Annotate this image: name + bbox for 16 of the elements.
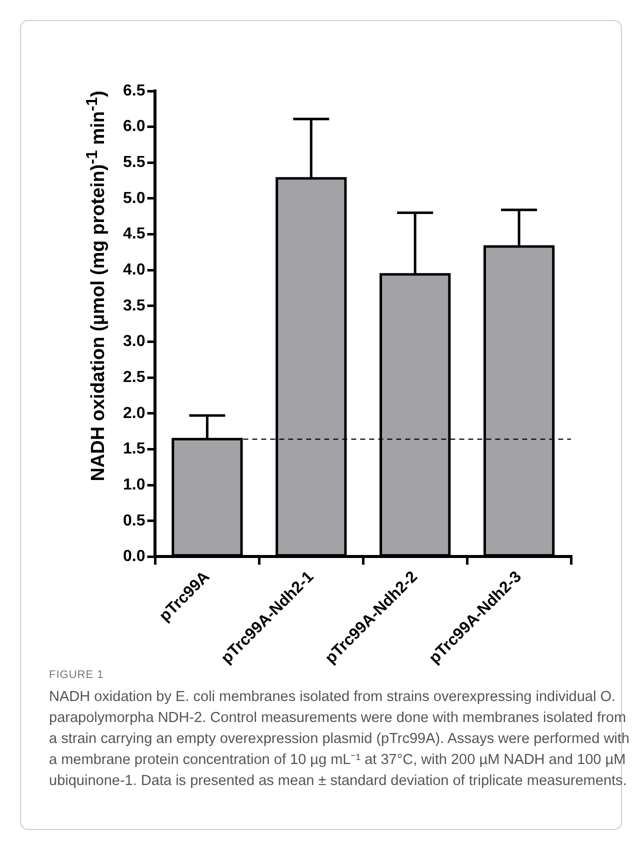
y-tick-label: 4.5 [122,226,146,243]
y-tick-label: 5.0 [122,190,146,207]
y-tick-label: 2.5 [122,368,146,386]
y-tick-label: 1.5 [122,440,146,458]
y-tick-label: 0.5 [122,512,146,530]
caption: FIGURE 1 [49,669,104,681]
y-tick-label: 2.0 [122,404,146,422]
y-tick-label: 5.5 [122,154,146,172]
y-tick-label: 6.5 [122,82,146,100]
y-tick-label: 4.0 [122,262,146,279]
y-tick-label: 3.0 [122,333,146,350]
text: NADH oxidation by E. coli membranes isolated from strains overexpressing individual O. parapolymorpha NDH-2. Control measurements were done with membranes isolated from a strain carrying an empty overexpression plasmid (pTrc99A). Assays were performed with a membrane protein concentration of 10 µg mL⁻¹ at 37°C, with 200 µM NADH and 100 µM ubiquinone-1. Data is presented as mean ± standard deviation of triplicate measurements. [49,688,630,791]
y-tick-label: 1.0 [122,476,146,494]
y-tick-label: 0.0 [122,548,146,566]
y-tick-label: 3.5 [122,297,146,314]
y-tick-label: 6.0 [122,118,146,136]
